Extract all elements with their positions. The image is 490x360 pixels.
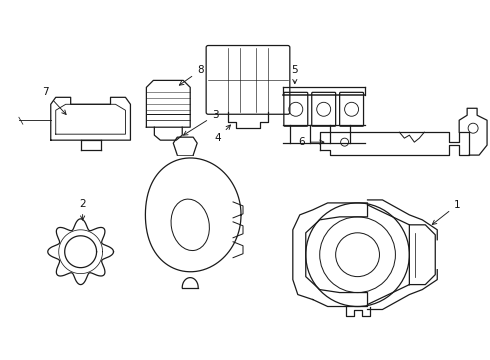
Text: 3: 3 bbox=[183, 110, 219, 135]
Text: 5: 5 bbox=[292, 66, 298, 84]
Text: 1: 1 bbox=[432, 200, 461, 225]
Text: 8: 8 bbox=[179, 66, 203, 85]
Text: 7: 7 bbox=[43, 87, 66, 114]
Text: 6: 6 bbox=[298, 137, 324, 147]
Text: 4: 4 bbox=[215, 125, 230, 143]
Text: 2: 2 bbox=[79, 199, 86, 220]
